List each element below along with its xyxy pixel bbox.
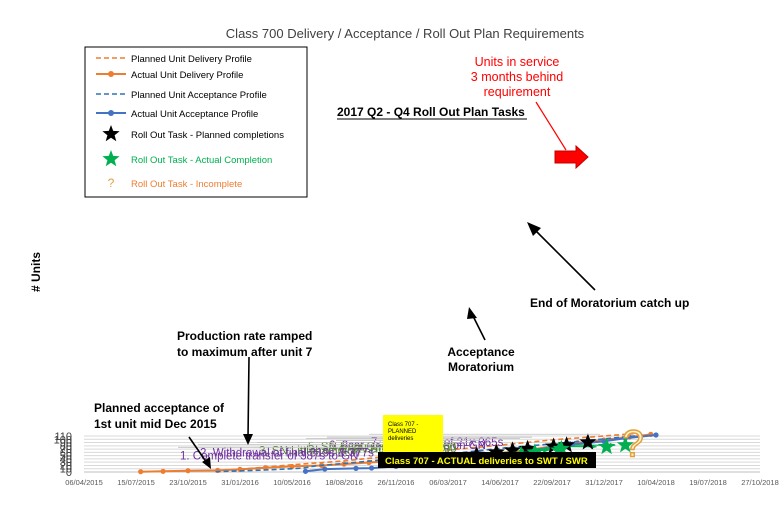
acceptance-moratorium-label: Acceptance <box>447 345 515 359</box>
planned-completion-star <box>579 433 597 450</box>
incomplete-mark: ? <box>623 424 644 466</box>
x-tick-label: 27/10/2018 <box>741 478 779 487</box>
y-tick-label: 40 <box>60 454 72 466</box>
chart-title: Class 700 Delivery / Acceptance / Roll O… <box>226 26 585 41</box>
actual-completion-star <box>616 436 634 453</box>
y-tick-label: 100 <box>54 434 72 446</box>
end-moratorium-arrow <box>530 225 596 291</box>
red-arrow <box>554 144 589 170</box>
legend-label: Planned Unit Acceptance Profile <box>131 90 267 101</box>
data-point <box>353 465 359 471</box>
x-tick-label: 19/07/2018 <box>689 478 727 487</box>
y-tick-label: 20 <box>60 460 72 472</box>
legend-marker <box>108 110 114 116</box>
actual-completion-star <box>598 437 616 455</box>
legend-star <box>102 125 120 142</box>
acceptance-moratorium-arrow-head <box>467 307 477 319</box>
production-rate-arrow <box>247 356 250 439</box>
x-tick-label: 10/04/2018 <box>637 478 675 487</box>
x-tick-label: 26/11/2016 <box>378 478 415 487</box>
x-tick-label: 18/08/2016 <box>325 478 363 487</box>
y-tick-label: 60 <box>60 447 72 459</box>
actual-completion-star <box>552 439 570 456</box>
units-in-service-text: requirement <box>484 85 551 99</box>
y-tick-label: 10 <box>60 464 72 476</box>
y-tick-label: 0 <box>66 467 72 479</box>
y-tick-label: 110 <box>54 431 72 443</box>
production-rate-label: Production rate ramped <box>177 329 312 343</box>
planned-completion-star <box>519 439 537 456</box>
planned-acceptance-label: 1st unit mid Dec 2015 <box>94 417 217 431</box>
data-point <box>160 468 166 474</box>
legend-label: Planned Unit Delivery Profile <box>131 54 252 65</box>
class707-planned-box <box>383 415 443 452</box>
planned-acceptance-label: Planned acceptance of <box>94 401 225 415</box>
data-point <box>289 463 295 470</box>
production-rate-arrow-head <box>243 434 253 445</box>
x-tick-label: 22/09/2017 <box>533 478 571 487</box>
x-tick-label: 06/04/2015 <box>65 478 103 487</box>
y-tick-label: 70 <box>60 444 72 456</box>
x-tick-label: 31/12/2017 <box>585 478 623 487</box>
legend-label: Roll Out Task - Actual Completion <box>131 155 272 166</box>
data-point <box>302 468 309 474</box>
legend: Planned Unit Delivery Profile Actual Unit… <box>84 46 308 198</box>
x-tick-label: 15/07/2015 <box>117 478 155 487</box>
y-tick-label: 90 <box>60 438 72 450</box>
task-label: 3. SN Littlehampton --> 700 <box>259 445 400 457</box>
data-point <box>262 465 269 471</box>
planned-completion-star <box>503 441 521 458</box>
end-moratorium-label: End of Moratorium catch up <box>530 296 689 310</box>
class707-actual-box <box>378 452 596 468</box>
legend-star <box>102 150 120 167</box>
x-tick-label: 23/10/2015 <box>169 478 207 487</box>
legend-marker <box>108 71 114 77</box>
class707-planned-label: PLANNED <box>388 429 417 435</box>
x-tick-label: 14/06/2017 <box>481 478 519 487</box>
legend-question: ? <box>108 176 115 190</box>
data-point <box>138 469 144 475</box>
x-tick-label: 06/03/2017 <box>429 478 467 487</box>
planned-acceptance-arrow-head <box>202 457 211 469</box>
rollout-header: 2017 Q2 - Q4 Roll Out Plan Tasks <box>337 105 525 119</box>
y-axis-label: # Units <box>29 252 43 292</box>
production-rate-label: to maximum after unit 7 <box>177 345 313 359</box>
class707-planned-label: Class 707 - <box>388 422 418 428</box>
task-label: 1. Complete transfer of 387s to GN <box>180 450 358 462</box>
class707-planned-label: deliveries <box>388 436 413 442</box>
y-tick-label: 30 <box>60 457 72 469</box>
actual-completion-star <box>526 443 544 460</box>
data-point <box>653 432 659 438</box>
x-tick-labels: 06/04/2015 15/07/2015 23/10/2015 31/01/2016… <box>65 478 779 487</box>
units-in-service-text: Units in service <box>475 55 560 69</box>
legend-label: Actual Unit Delivery Profile <box>131 70 243 81</box>
planned-acceptance-arrow <box>188 436 208 464</box>
class707-actual-label: Class 707 - ACTUAL deliveries to SWT / S… <box>385 456 588 467</box>
legend-label: Roll Out Task - Incomplete <box>131 179 242 190</box>
acceptance-moratorium-label: Moratorium <box>448 360 514 374</box>
x-tick-label: 31/01/2016 <box>221 478 259 487</box>
units-in-service-text: 3 months behind <box>471 70 563 84</box>
planned-completion-star <box>487 443 505 460</box>
data-point <box>368 465 375 471</box>
legend-label: Actual Unit Acceptance Profile <box>131 109 258 120</box>
legend-box <box>84 46 308 198</box>
planned-completion-star <box>558 436 576 453</box>
task-label: 2. Withdrawal of final 319s & 377s <box>200 447 374 459</box>
data-point <box>322 466 328 472</box>
units-in-service-pointer <box>535 101 567 151</box>
end-moratorium-arrow-head <box>527 222 541 236</box>
x-tick-label: 10/05/2016 <box>273 478 311 487</box>
data-point <box>185 468 191 474</box>
planned-completion-star <box>545 437 563 454</box>
legend-label: Roll Out Task - Planned completions <box>131 130 284 141</box>
y-tick-label: 50 <box>60 451 72 463</box>
acceptance-moratorium-arrow <box>471 313 486 341</box>
task-arrow-head <box>545 446 552 452</box>
y-tick-label: 80 <box>60 441 72 453</box>
